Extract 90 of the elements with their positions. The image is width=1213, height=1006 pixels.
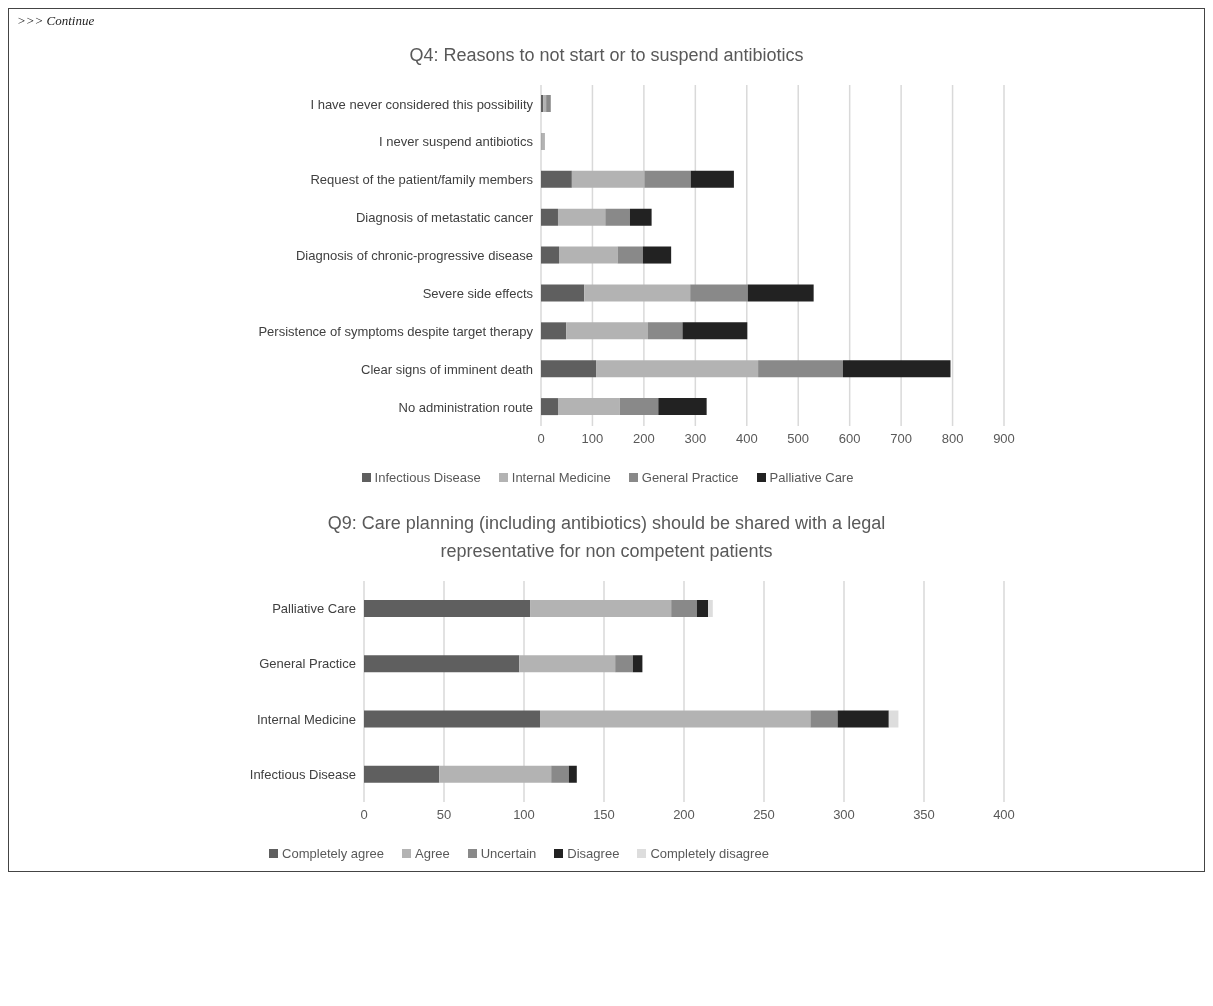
x-tick-label: 400	[735, 431, 758, 447]
bar	[364, 600, 531, 617]
bar	[619, 398, 659, 416]
bar	[605, 208, 630, 226]
bar	[546, 95, 551, 112]
legend-label: Completely disagree	[649, 846, 769, 861]
bar	[642, 246, 672, 264]
bar	[632, 655, 643, 673]
x-tick-label: 800	[941, 431, 964, 447]
bar	[439, 765, 552, 783]
x-tick-label: 500	[787, 431, 810, 447]
bar	[364, 765, 440, 783]
bar	[557, 398, 620, 416]
legend-label: Completely agree	[281, 846, 384, 861]
bar	[810, 710, 838, 728]
bar	[747, 284, 814, 302]
x-tick-label: 150	[593, 807, 615, 823]
legend-label: Agree	[414, 846, 450, 861]
bar	[364, 655, 520, 673]
bar	[696, 600, 708, 617]
bar	[615, 655, 633, 673]
x-tick-label: 350	[913, 807, 935, 823]
x-tick-label: 100	[581, 431, 604, 447]
bar	[842, 360, 951, 378]
bar	[541, 246, 560, 264]
x-tick-label: 200	[673, 807, 695, 823]
y-tick-label: Palliative Care	[272, 601, 356, 617]
x-tick-label: 0	[537, 431, 545, 447]
x-tick-label: 250	[753, 807, 775, 823]
text: >>> Continue	[16, 12, 96, 30]
y-tick-label: Persistence of symptoms despite target therapy	[258, 323, 534, 339]
bar	[364, 710, 540, 728]
bar	[541, 170, 572, 188]
legend-label: Disagree	[566, 846, 620, 861]
x-tick-label: 200	[633, 431, 655, 447]
bar	[658, 398, 707, 416]
x-tick-label: 300	[684, 431, 707, 447]
legend-label: Uncertain	[479, 846, 537, 861]
y-tick-label: Severe side effects	[422, 286, 534, 301]
y-tick-label: I never suspend antibiotics	[379, 134, 534, 150]
bar	[690, 170, 734, 188]
y-tick-label: Internal Medicine	[257, 711, 356, 727]
bar	[630, 208, 652, 226]
bar	[519, 655, 616, 673]
x-tick-label: 600	[838, 431, 861, 447]
x-tick-label: 400	[993, 807, 1015, 823]
bar	[758, 360, 843, 378]
bar	[682, 322, 748, 340]
bar	[690, 284, 748, 302]
bar	[671, 600, 697, 617]
bar	[541, 398, 558, 416]
bar	[888, 710, 899, 728]
x-tick-label: 900	[993, 431, 1015, 447]
bar	[540, 710, 811, 728]
bar	[541, 322, 567, 340]
y-tick-label: Diagnosis of chronic-progressive disease	[295, 248, 533, 264]
bar	[837, 710, 889, 728]
chart-title: Q9: Care planning (including antibiotics) should be shared with a legal representative for non competent patients	[326, 512, 887, 563]
bar	[559, 246, 618, 264]
x-tick-label: 100	[513, 807, 535, 823]
legend-label: Internal Medicine	[510, 470, 611, 485]
bar	[568, 765, 577, 783]
x-tick-label: 700	[890, 431, 912, 447]
legend-label: Palliative Care	[768, 470, 854, 485]
y-tick-label: Diagnosis of metastatic cancer	[355, 210, 534, 226]
y-tick-label: No administration route	[398, 399, 533, 415]
x-tick-label: 300	[833, 807, 855, 823]
bar	[530, 600, 672, 617]
bar	[541, 284, 585, 302]
y-tick-label: General Practice	[259, 656, 356, 672]
bar	[551, 765, 569, 783]
bar	[708, 600, 713, 617]
bar	[584, 284, 691, 302]
bar	[644, 170, 691, 188]
y-tick-label: Clear signs of imminent death	[361, 361, 533, 377]
bar	[596, 360, 759, 378]
bar	[571, 170, 645, 188]
y-tick-label: Infectious Disease	[249, 766, 356, 782]
legend-label: General Practice	[640, 470, 739, 485]
y-tick-label: I have never considered this possibility	[310, 96, 534, 112]
bar	[566, 322, 648, 340]
chart-title: Q4: Reasons to not start or to suspend antibiotics	[408, 44, 805, 67]
bar	[541, 360, 597, 378]
bar	[648, 322, 683, 340]
x-tick-label: 0	[360, 807, 368, 823]
x-tick-label: 50	[436, 807, 452, 823]
y-tick-label: Request of the patient/family members	[310, 172, 534, 188]
bar	[557, 208, 606, 226]
bar	[541, 208, 558, 226]
bar	[617, 246, 643, 264]
